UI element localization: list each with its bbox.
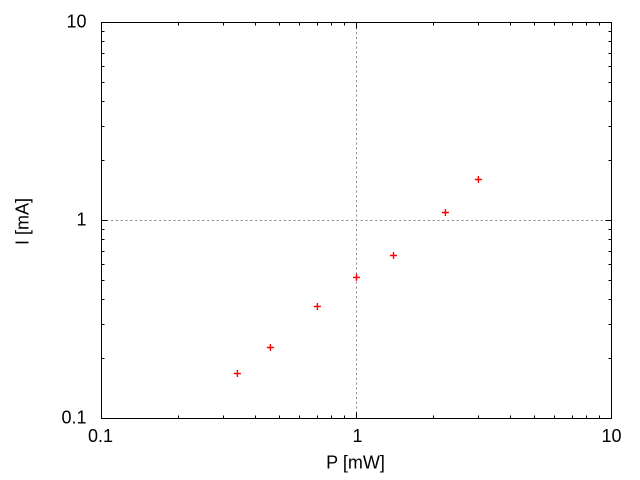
svg-text:10: 10 xyxy=(601,426,621,446)
svg-text:10: 10 xyxy=(66,12,86,32)
svg-text:I [mA]: I [mA] xyxy=(13,198,33,245)
svg-text:0.1: 0.1 xyxy=(88,426,113,446)
svg-text:1: 1 xyxy=(76,210,86,230)
svg-text:0.1: 0.1 xyxy=(61,408,86,428)
svg-text:1: 1 xyxy=(352,426,362,446)
svg-text:P [mW]: P [mW] xyxy=(326,453,385,473)
